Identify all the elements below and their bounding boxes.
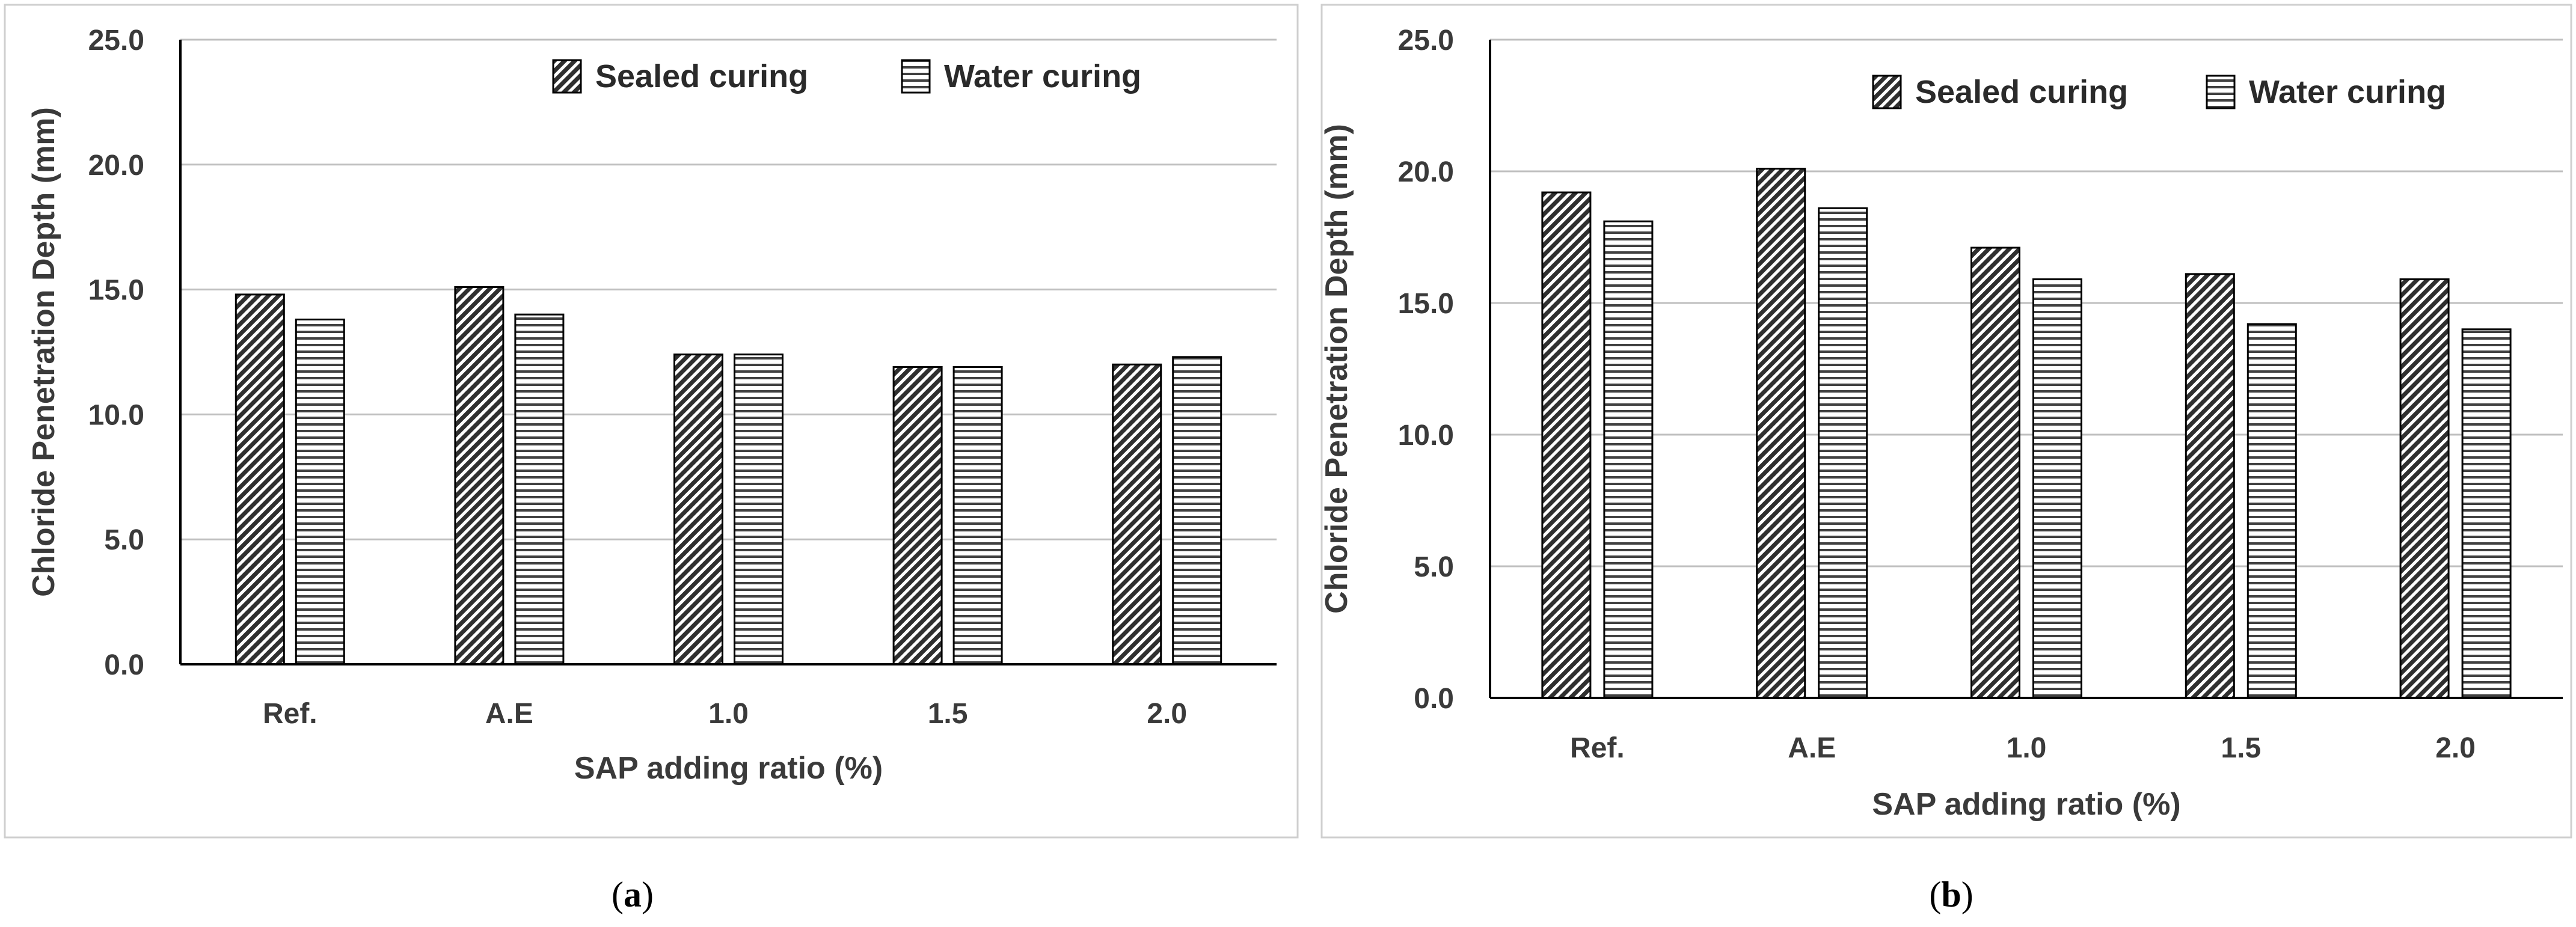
bar-sealed bbox=[1756, 168, 1806, 699]
x-axis-title: SAP adding ratio (%) bbox=[1872, 787, 2180, 822]
y-tick-label: 20.0 bbox=[1398, 156, 1454, 188]
bar-water bbox=[1818, 207, 1868, 699]
x-tick-label: 1.5 bbox=[2221, 732, 2261, 764]
y-tick-label: 10.0 bbox=[88, 399, 144, 431]
bar-sealed bbox=[2185, 273, 2235, 699]
y-axis-title: Chloride Penetration Depth (mm) bbox=[1319, 124, 1354, 614]
panel-caption-a: (a) bbox=[612, 875, 654, 914]
x-tick-label: A.E bbox=[485, 698, 533, 730]
bars bbox=[235, 286, 1222, 665]
y-axis-title: Chloride Penetration Depth (mm) bbox=[26, 107, 61, 597]
x-tick-label: A.E bbox=[1788, 732, 1836, 764]
chart-frame bbox=[4, 4, 1299, 839]
y-tick-labels: 0.0 5.0 10.0 15.0 20.0 25.0 bbox=[1398, 25, 1454, 715]
y-tick-label: 15.0 bbox=[1398, 288, 1454, 320]
x-tick-labels: Ref. A.E 1.0 1.5 2.0 bbox=[1570, 732, 2476, 764]
y-tick-label: 0.0 bbox=[1414, 683, 1454, 715]
y-tick-label: 25.0 bbox=[88, 25, 144, 57]
bar-water bbox=[1172, 356, 1222, 665]
y-tick-label: 15.0 bbox=[88, 275, 144, 307]
legend-label-sealed: Sealed curing bbox=[1915, 74, 2128, 110]
chart-panel-a: 0.05.010.015.020.025.0 Ref. A.E 1.0 1.5 2.0 … bbox=[4, 4, 1299, 914]
x-tick-label: 2.0 bbox=[1147, 698, 1187, 730]
y-tick-label: 0.0 bbox=[104, 649, 144, 681]
x-tick-label: 1.0 bbox=[2007, 732, 2047, 764]
bar-water bbox=[734, 353, 784, 665]
bar-sealed bbox=[235, 293, 285, 665]
legend-label-water: Water curing bbox=[2249, 74, 2446, 110]
bar-sealed bbox=[2399, 278, 2450, 699]
x-tick-label: Ref. bbox=[263, 698, 317, 730]
bar-water bbox=[2246, 323, 2297, 699]
x-axis-title: SAP adding ratio (%) bbox=[574, 751, 883, 786]
bar-water bbox=[514, 313, 565, 665]
chart-frame bbox=[1320, 4, 2572, 839]
y-tick-label: 10.0 bbox=[1398, 420, 1454, 451]
legend-swatch-water bbox=[901, 59, 931, 94]
legend-swatch-sealed bbox=[552, 59, 582, 94]
bar-water bbox=[952, 366, 1003, 665]
chart-panel-b: 0.05.010.015.020.025.0 Ref. A.E 1.0 1.5 2.0 … bbox=[1319, 4, 2572, 914]
legend-swatch-sealed bbox=[1872, 75, 1902, 109]
gridlines bbox=[1490, 38, 2563, 568]
gridlines bbox=[180, 38, 1277, 540]
legend: Sealed curing Water curing bbox=[552, 58, 1141, 94]
y-tick-label: 5.0 bbox=[1414, 551, 1454, 583]
y-tick-label: 25.0 bbox=[1398, 25, 1454, 57]
x-tick-label: 1.5 bbox=[928, 698, 968, 730]
y-tick-label: 5.0 bbox=[104, 524, 144, 556]
bar-sealed bbox=[892, 366, 943, 665]
y-tick-labels: 0.0 5.0 10.0 15.0 20.0 25.0 bbox=[88, 25, 144, 681]
bar-water bbox=[2032, 278, 2082, 699]
caption-letter-a: a bbox=[624, 875, 642, 914]
legend-label-sealed: Sealed curing bbox=[595, 58, 808, 94]
bar-water bbox=[1603, 220, 1654, 699]
bar-water bbox=[295, 318, 345, 665]
caption-letter-b: b bbox=[1941, 875, 1961, 914]
legend-label-water: Water curing bbox=[944, 58, 1141, 94]
y-tick-label: 20.0 bbox=[88, 150, 144, 182]
bar-sealed bbox=[1970, 246, 2020, 699]
x-tick-label: Ref. bbox=[1570, 732, 1625, 764]
x-tick-label: 1.0 bbox=[708, 698, 749, 730]
bar-water bbox=[2461, 328, 2512, 699]
legend: Sealed curing Water curing bbox=[1872, 74, 2446, 110]
legend-swatch-water bbox=[2206, 75, 2236, 109]
bar-sealed bbox=[1112, 363, 1162, 665]
bar-sealed bbox=[454, 286, 504, 665]
x-tick-labels: Ref. A.E 1.0 1.5 2.0 bbox=[263, 698, 1187, 730]
x-tick-label: 2.0 bbox=[2435, 732, 2476, 764]
bar-sealed bbox=[673, 353, 723, 665]
panel-caption-b: (b) bbox=[1929, 875, 1973, 914]
bar-sealed bbox=[1541, 191, 1592, 699]
bars bbox=[1541, 168, 2512, 699]
